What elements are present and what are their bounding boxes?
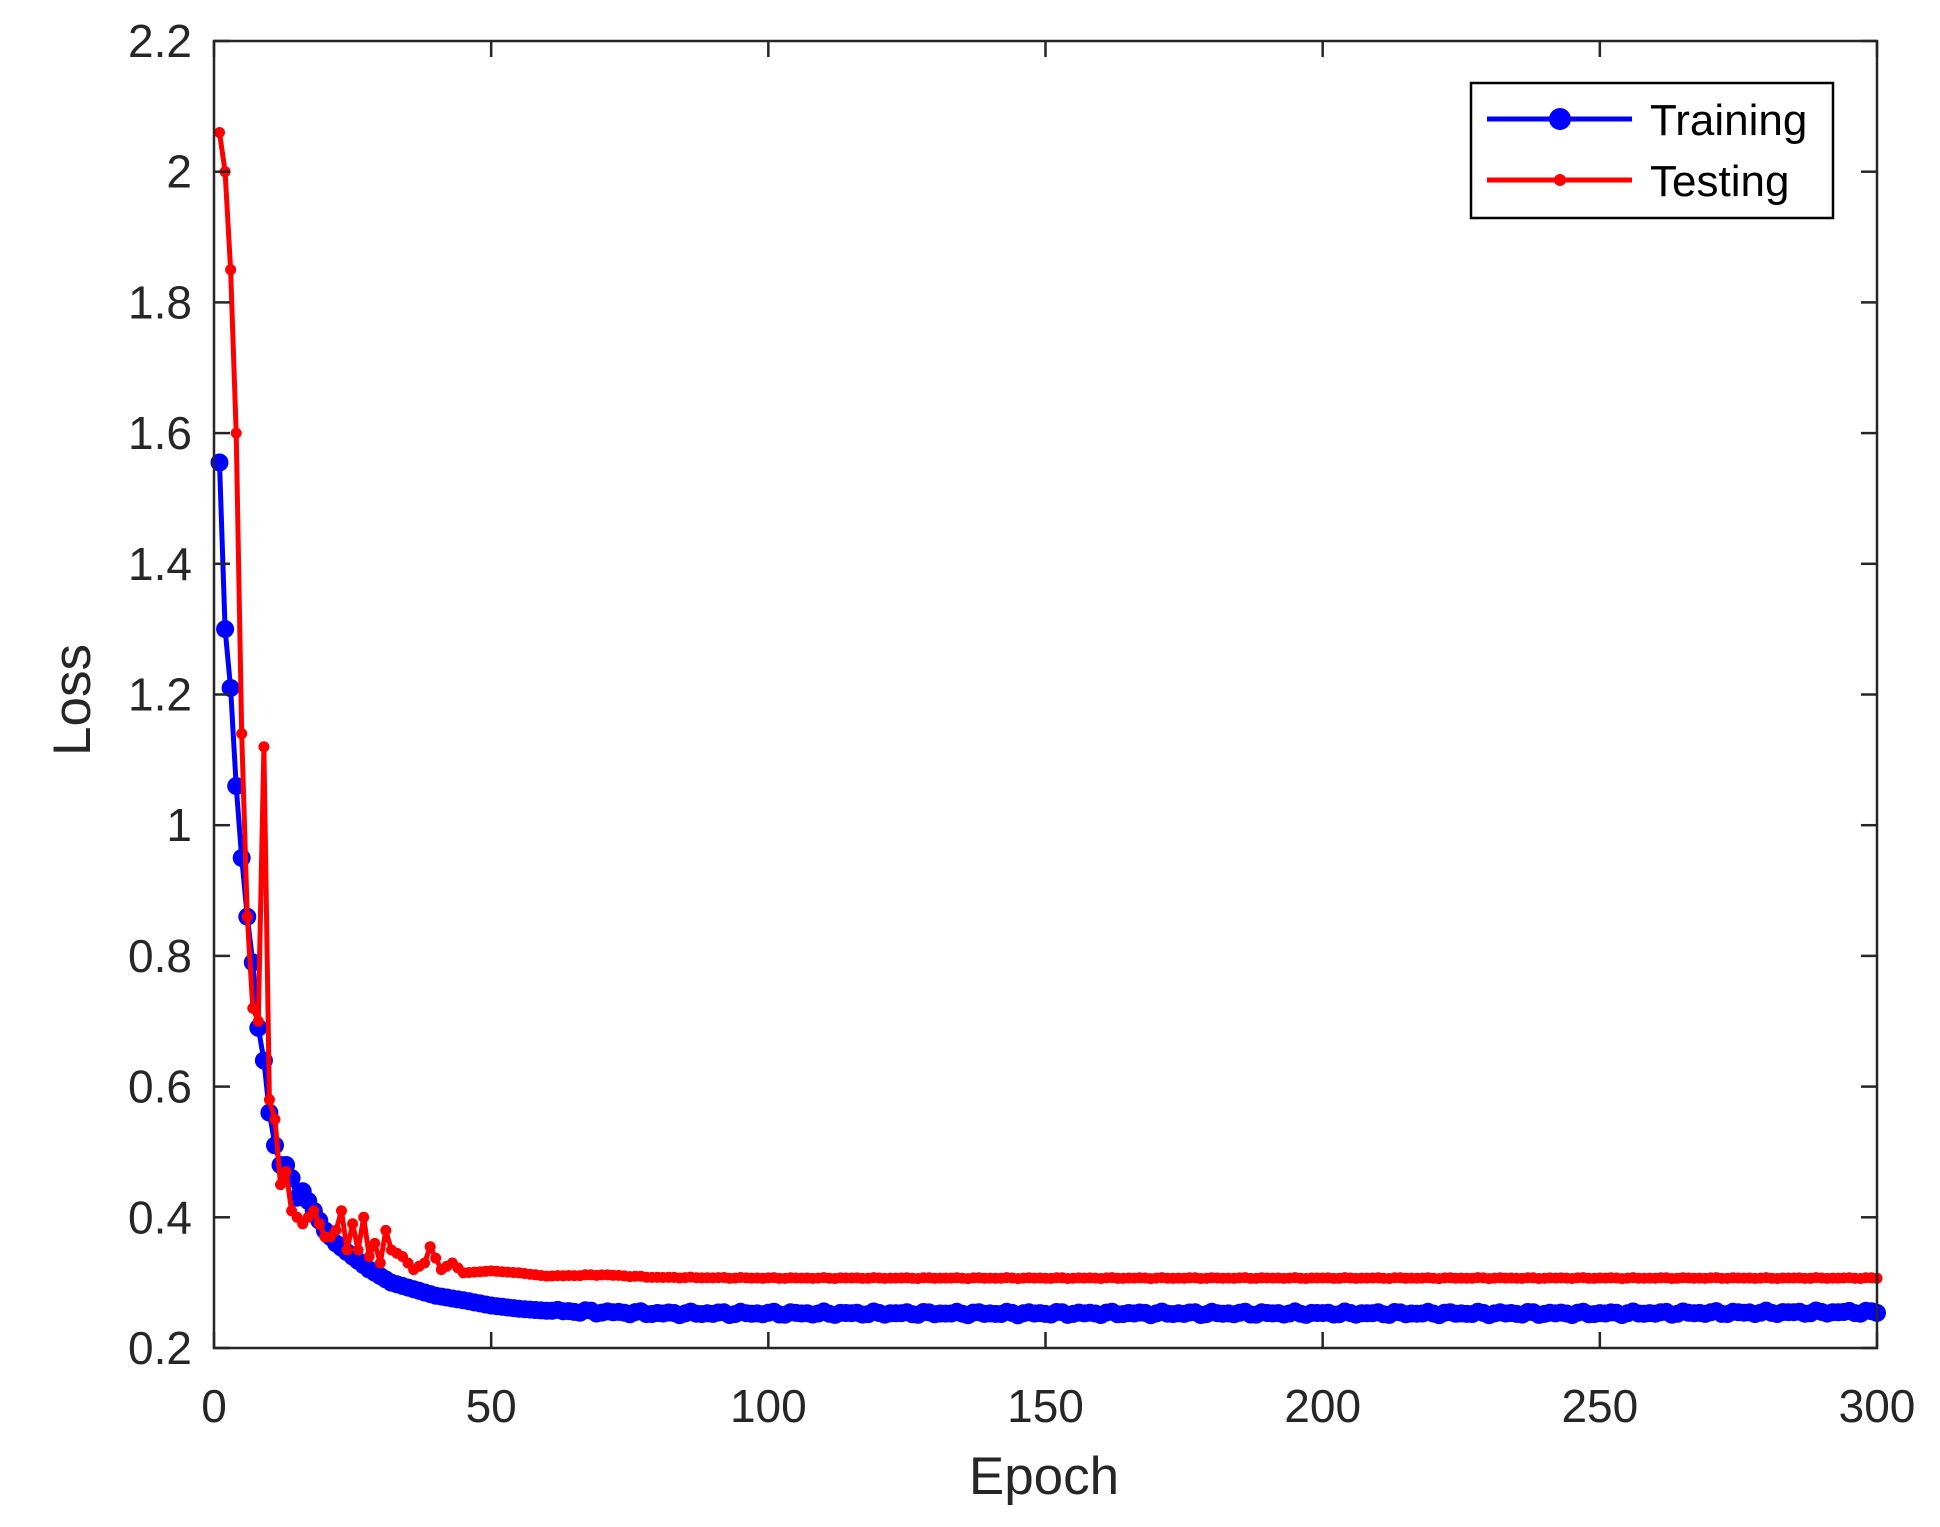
y-tick-label: 1 (166, 799, 192, 851)
ticks-layer: 0 50 100 150 200 250 300 0.2 0.4 0.6 0.8 1 1.2 1.4 1.6… (128, 15, 1915, 1432)
y-tick-label: 0.2 (128, 1322, 192, 1374)
legend-marker-training (1549, 108, 1571, 130)
data-point (336, 1205, 347, 1217)
y-tick-label: 2 (166, 146, 192, 198)
data-point (341, 1244, 353, 1256)
legend: Training Testing (1469, 81, 1835, 220)
legend-label-testing: Testing (1650, 157, 1789, 206)
x-tick-label: 200 (1284, 1380, 1361, 1432)
x-axis-title: Epoch (969, 1447, 1119, 1506)
data-point (380, 1224, 392, 1236)
series-training (210, 453, 1886, 1325)
x-tick-label: 250 (1561, 1380, 1638, 1432)
data-point (275, 1179, 286, 1191)
x-tick-label: 0 (201, 1380, 227, 1432)
data-point (230, 427, 242, 439)
data-point (419, 1257, 431, 1269)
y-tick-label: 0.8 (128, 930, 192, 982)
data-point (358, 1211, 370, 1223)
data-point (280, 1166, 292, 1178)
data-point (258, 741, 270, 753)
data-point (225, 264, 237, 276)
data-point (263, 1094, 275, 1106)
data-point (424, 1241, 436, 1253)
data-point (221, 679, 240, 697)
y-tick-label: 1.6 (128, 407, 192, 459)
data-point (347, 1218, 359, 1230)
data-point (374, 1257, 386, 1269)
data-point (308, 1205, 320, 1217)
plot-area (214, 41, 1877, 1348)
y-tick-label: 1.8 (128, 276, 192, 328)
series-layer (210, 127, 1886, 1325)
series-testing (214, 127, 1883, 1285)
y-tick-label: 0.6 (128, 1061, 192, 1113)
data-point (313, 1218, 325, 1230)
data-point (430, 1252, 442, 1264)
x-tick-label: 300 (1839, 1380, 1916, 1432)
data-point (247, 1002, 259, 1014)
y-tick-label: 0.4 (128, 1191, 192, 1243)
x-tick-label: 100 (730, 1380, 807, 1432)
x-tick-label: 150 (1007, 1380, 1084, 1432)
data-point (330, 1224, 342, 1236)
x-tick-label: 50 (466, 1380, 517, 1432)
data-point (363, 1251, 375, 1262)
y-tick-label: 1.2 (128, 669, 192, 721)
legend-label-training: Training (1650, 96, 1807, 145)
y-tick-label: 2.2 (128, 15, 192, 67)
data-point (352, 1244, 364, 1256)
legend-box (1469, 81, 1835, 220)
data-point (369, 1237, 381, 1249)
data-point (214, 127, 225, 138)
y-tick-label: 1.4 (128, 538, 192, 590)
data-point (252, 1015, 264, 1027)
data-point (216, 620, 235, 639)
data-point (241, 911, 253, 923)
legend-marker-testing (1554, 174, 1566, 186)
data-point (269, 1113, 281, 1125)
data-point (236, 728, 248, 740)
y-axis-title: Loss (43, 644, 102, 756)
